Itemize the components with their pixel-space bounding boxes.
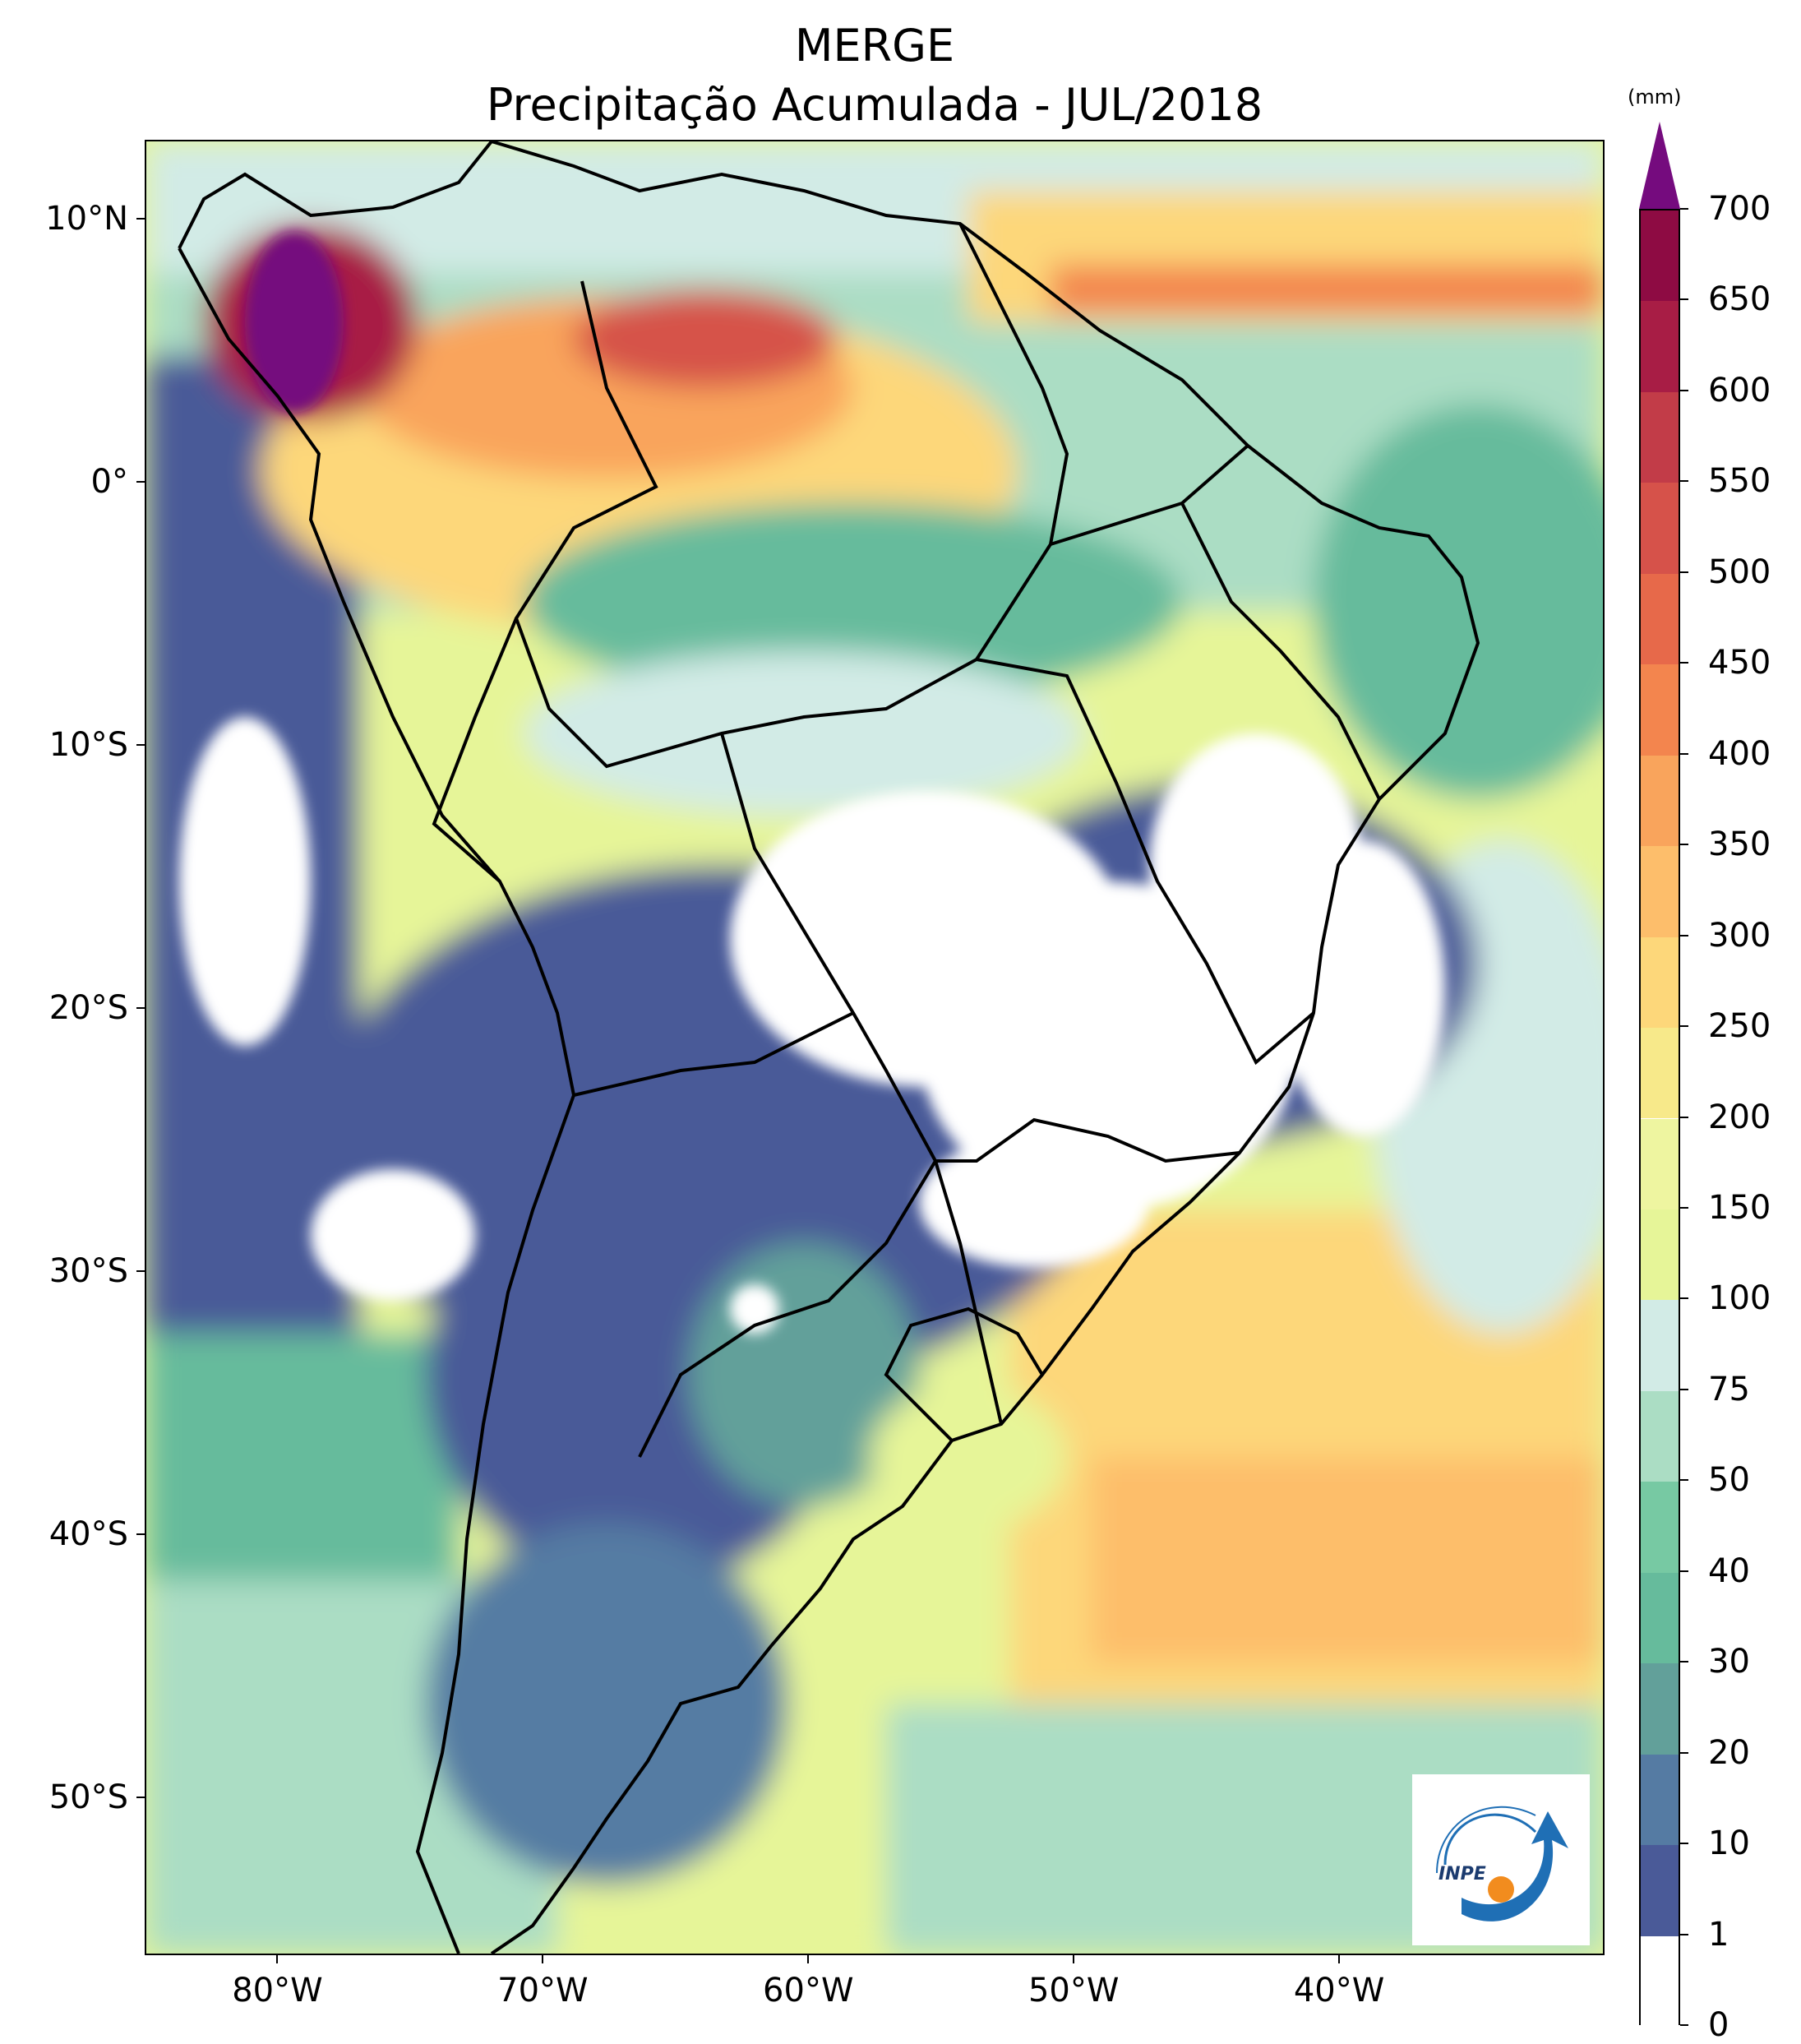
colorbar-level-label: 350 [1708,825,1771,864]
colorbar-level-label: 650 [1708,280,1771,319]
colorbar-tick [1680,934,1688,936]
colorbar-level-label: 400 [1708,734,1771,773]
lat-tick-mark [136,1797,145,1798]
colorbar-tick [1680,1116,1688,1118]
map-subtitle: Precipitação Acumulada - JUL/2018 [486,79,1263,131]
colorbar-level-label: 30 [1708,1643,1750,1681]
colorbar-segment [1641,1845,1679,1936]
colorbar [1639,209,1680,2027]
country-borders [178,141,1480,1954]
colorbar-tick [1680,1661,1688,1663]
lon-tick-mark [1338,1955,1341,1963]
lon-tick-label: 70°W [497,1972,589,2009]
colorbar-level-label: 500 [1708,553,1771,591]
colorbar-segment [1641,301,1679,392]
colorbar-segment [1641,1935,1679,2027]
colorbar-level-label: 700 [1708,190,1771,228]
lat-tick-label: 50°S [48,1778,128,1816]
lat-tick-mark [136,744,145,746]
colorbar-level-label: 0 [1708,2006,1729,2044]
colorbar-segment [1641,664,1679,756]
colorbar-tick [1680,1388,1688,1390]
colorbar-segment [1641,1028,1679,1119]
colorbar-level-label: 450 [1708,644,1771,682]
colorbar-segment [1641,1754,1679,1846]
colorbar-segment [1641,1390,1679,1482]
colorbar-segment [1641,1118,1679,1209]
purple-max [245,232,344,413]
colorbar-level-label: 20 [1708,1733,1750,1772]
colorbar-level-label: 75 [1708,1370,1750,1408]
colorbar-tick [1680,752,1688,755]
colorbar-tick [1680,298,1688,301]
colorbar-level-label: 200 [1708,1098,1771,1136]
lon-tick-label: 50°W [1027,1972,1120,2009]
lat-tick-label: 40°S [48,1515,128,1553]
colorbar-segment [1641,391,1679,483]
lat-tick-mark [136,481,145,483]
colorbar-tick [1680,480,1688,483]
colorbar-tick [1680,1025,1688,1028]
colorbar-segment [1641,936,1679,1029]
colorbar-tick [1680,844,1688,846]
lat-tick-label: 20°S [48,989,128,1027]
colorbar-segment [1641,1663,1679,1755]
lat-tick-label: 10°S [48,726,128,764]
lon-tick-mark [276,1955,279,1963]
colorbar-level-label: 50 [1708,1461,1750,1500]
colorbar-level-label: 10 [1708,1824,1750,1863]
colorbar-level-label: 550 [1708,462,1771,501]
colorbar-tick [1680,208,1688,210]
colorbar-tick [1680,1206,1688,1209]
lon-tick-label: 80°W [232,1972,323,2009]
colorbar-tick [1680,1479,1688,1482]
colorbar-level-label: 250 [1708,1007,1771,1046]
colorbar-level-label: 300 [1708,916,1771,955]
colorbar-segment [1641,846,1679,937]
lat-tick-label: 10°N [45,200,128,238]
colorbar-segment [1641,573,1679,665]
inpe-logo: INPE [1412,1774,1590,1945]
lon-tick-label: 40°W [1293,1972,1385,2009]
colorbar-level-label: 600 [1708,371,1771,409]
lat-tick-mark [136,1533,145,1535]
colorbar-tick [1680,662,1688,664]
colorbar-level-label: 100 [1708,1279,1771,1318]
map-title: MERGE [794,20,955,72]
colorbar-tick [1680,1297,1688,1300]
lon-tick-label: 60°W [763,1972,854,2009]
colorbar-tick [1680,2024,1688,2026]
lat-tick-mark [136,1007,145,1009]
lat-tick-label: 0° [90,463,128,501]
lat-tick-mark [136,1270,145,1272]
colorbar-level-label: 1 [1708,1915,1729,1954]
colorbar-tick [1680,389,1688,391]
lat-tick-mark [136,218,145,220]
colorbar-tick [1680,1933,1688,1935]
colorbar-segment [1641,1300,1679,1391]
colorbar-extend-arrow [1639,122,1680,209]
logo-text: INPE [1438,1864,1486,1884]
colorbar-level-label: 150 [1708,1188,1771,1227]
lat-tick-label: 30°S [48,1252,128,1290]
colorbar-segment [1641,483,1679,574]
lon-tick-mark [542,1955,544,1963]
colorbar-tick [1680,1570,1688,1572]
precip-field [146,141,1603,1954]
colorbar-level-label: 40 [1708,1551,1750,1590]
lon-tick-mark [807,1955,810,1963]
lon-tick-mark [1073,1955,1075,1963]
colorbar-tick [1680,1751,1688,1754]
colorbar-tick [1680,1843,1688,1845]
colorbar-segment [1641,1482,1679,1573]
colorbar-segment [1641,1572,1679,1664]
precipitation-map [145,140,1605,1955]
colorbar-segment [1641,210,1679,302]
dry-areas [179,717,1445,1334]
colorbar-tick [1680,571,1688,573]
colorbar-segment [1641,755,1679,847]
colorbar-unit: (mm) [1628,86,1682,109]
colorbar-segment [1641,1209,1679,1301]
